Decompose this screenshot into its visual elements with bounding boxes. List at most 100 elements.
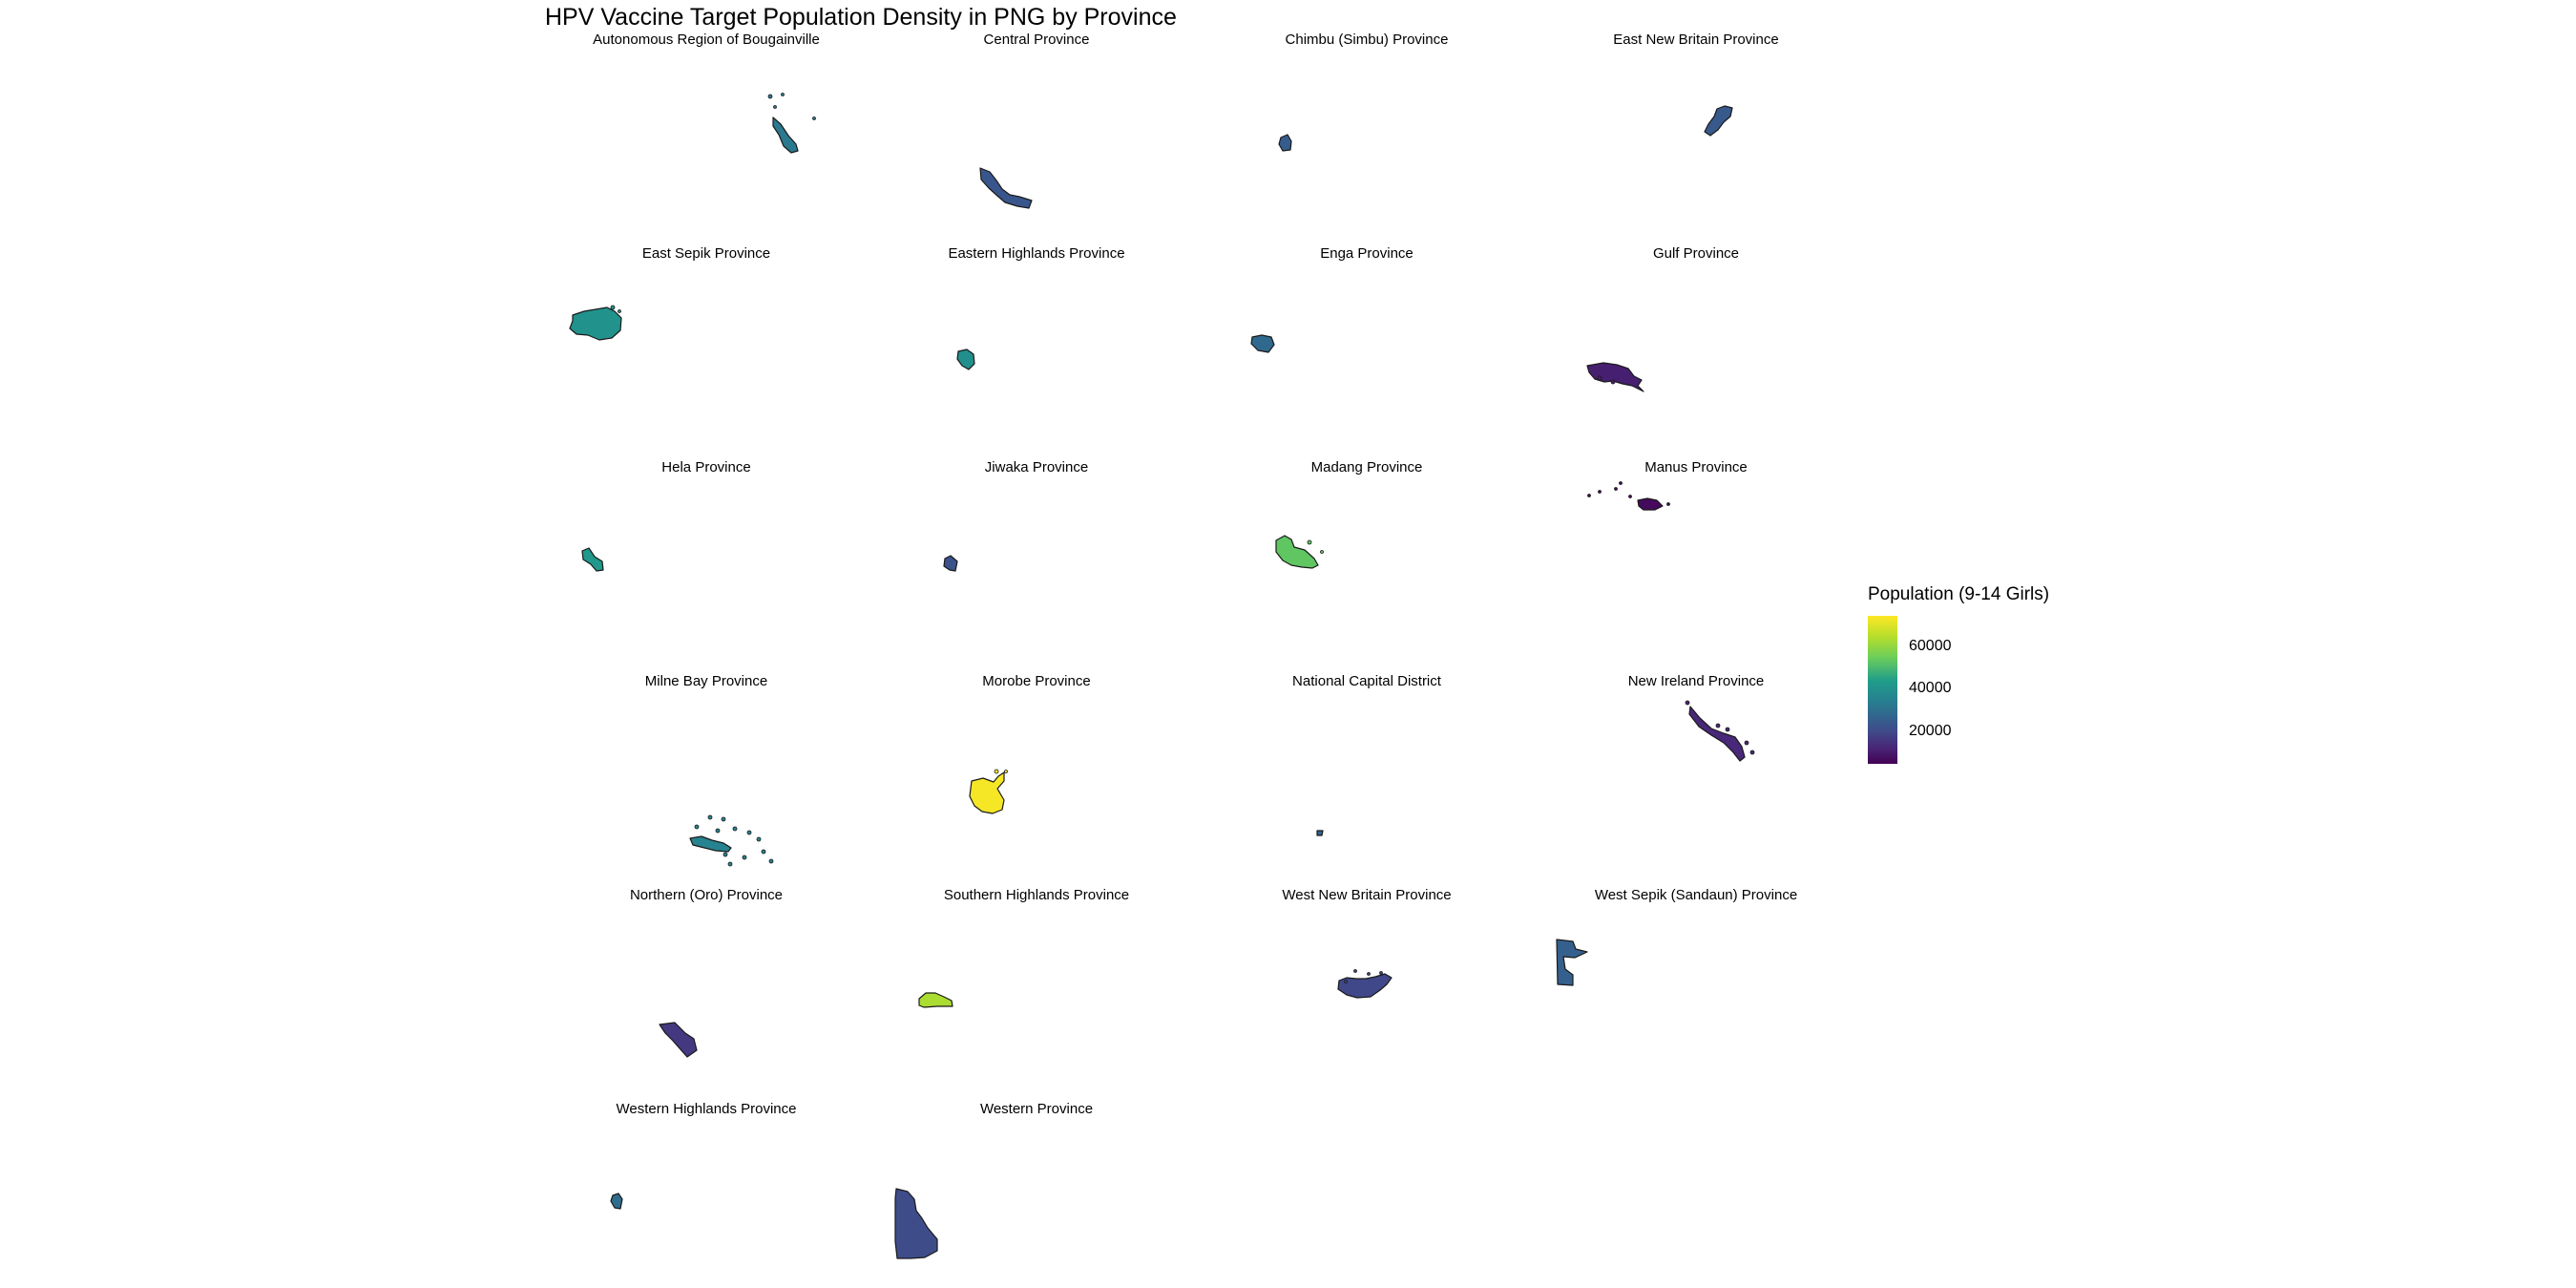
facet-label: West Sepik (Sandaun) Province — [1594, 887, 1798, 903]
island-shape — [767, 94, 773, 99]
province-region — [1275, 535, 1324, 569]
province-region — [1316, 830, 1324, 836]
facet-label: Jiwaka Province — [984, 459, 1089, 475]
province-shape — [689, 835, 732, 853]
facet-label: East New Britain Province — [1613, 32, 1779, 48]
facet-label: New Ireland Province — [1627, 673, 1765, 689]
island-shape — [1597, 375, 1602, 381]
legend-tick-label: 40000 — [1909, 680, 1952, 696]
island-shape — [781, 93, 785, 96]
province-region — [659, 1022, 698, 1058]
province-shape — [1278, 134, 1292, 152]
island-shape — [1610, 379, 1616, 385]
facet-label: Southern Highlands Province — [943, 887, 1130, 903]
island-shape — [1353, 969, 1357, 973]
island-shape — [1598, 490, 1602, 494]
province-shape — [1337, 973, 1393, 999]
facet-label: West New Britain Province — [1282, 887, 1452, 903]
province-shape — [1637, 497, 1664, 511]
facet-label: Hela Province — [661, 459, 751, 475]
island-shape — [610, 305, 616, 310]
province-region — [1587, 481, 1670, 511]
island-shape — [727, 861, 733, 867]
island-shape — [761, 849, 766, 855]
province-shape — [1586, 362, 1644, 392]
chart-title: HPV Vaccine Target Population Density in… — [545, 4, 1177, 31]
island-shape — [746, 830, 752, 835]
legend-colorbar — [1868, 616, 1897, 764]
province-shape — [1704, 105, 1733, 137]
island-shape — [1320, 550, 1324, 554]
facet-label: Enga Province — [1320, 245, 1414, 262]
province-shape — [918, 992, 953, 1008]
province-shape — [659, 1022, 698, 1058]
island-shape — [812, 116, 816, 120]
province-shape — [1250, 334, 1275, 353]
province-region — [1556, 939, 1588, 986]
island-shape — [756, 836, 762, 842]
island-shape — [1715, 723, 1721, 728]
province-region — [1685, 700, 1755, 762]
facet-label: Western Highlands Province — [616, 1101, 797, 1117]
island-shape — [1744, 740, 1749, 746]
island-shape — [1367, 972, 1371, 976]
facet-label: Milne Bay Province — [644, 673, 768, 689]
province-region — [1337, 969, 1393, 999]
facet-label: Morobe Province — [982, 673, 1091, 689]
island-shape — [707, 814, 713, 820]
province-shape — [569, 306, 622, 341]
legend-tick-label: 20000 — [1909, 723, 1952, 739]
province-region — [569, 305, 622, 341]
province-shape — [772, 116, 799, 154]
facet-label: Gulf Province — [1652, 245, 1740, 262]
island-shape — [732, 826, 738, 832]
island-shape — [1004, 770, 1008, 773]
island-shape — [694, 824, 700, 830]
facet-label: Madang Province — [1310, 459, 1423, 475]
province-region — [767, 93, 816, 154]
island-shape — [773, 105, 777, 109]
province-region — [894, 1188, 938, 1259]
legend-tick-mark — [1897, 647, 1903, 648]
facet-label: National Capital District — [1292, 673, 1441, 689]
province-region — [610, 1193, 623, 1210]
province-region — [943, 555, 958, 572]
facet-label: Central Province — [983, 32, 1090, 48]
facet-label: Chimbu (Simbu) Province — [1285, 32, 1449, 48]
legend-title: Population (9-14 Girls) — [1868, 584, 2050, 604]
island-shape — [994, 769, 999, 774]
island-shape — [1619, 481, 1623, 485]
province-shape — [956, 348, 975, 370]
facet-label: Eastern Highlands Province — [948, 245, 1125, 262]
province-shape — [943, 555, 958, 572]
island-shape — [1749, 750, 1755, 755]
province-shape — [1556, 939, 1588, 986]
facet-label: East Sepik Province — [641, 245, 771, 262]
facet-label: Northern (Oro) Province — [629, 887, 784, 903]
province-region — [979, 167, 1033, 209]
island-shape — [721, 816, 726, 822]
province-shape — [581, 547, 604, 572]
province-region — [581, 547, 604, 572]
legend-tick-mark — [1897, 689, 1903, 690]
facet-label: Autonomous Region of Bougainville — [593, 32, 820, 48]
island-shape — [1666, 502, 1670, 506]
island-shape — [1307, 539, 1312, 545]
province-region — [1250, 334, 1275, 353]
province-region — [918, 992, 953, 1008]
island-shape — [1614, 487, 1618, 491]
province-shape — [894, 1188, 938, 1259]
island-shape — [1725, 727, 1730, 732]
province-shape — [1316, 830, 1324, 836]
island-shape — [1587, 494, 1591, 497]
province-shape — [969, 771, 1005, 814]
legend-tick-mark — [1897, 732, 1903, 733]
facet-label: Manus Province — [1644, 459, 1748, 475]
island-shape — [1344, 980, 1348, 983]
province-shape — [1275, 535, 1319, 569]
province-region — [1586, 362, 1644, 392]
province-region — [689, 814, 774, 867]
province-region — [969, 769, 1008, 814]
island-shape — [715, 828, 721, 834]
island-shape — [1685, 700, 1690, 706]
